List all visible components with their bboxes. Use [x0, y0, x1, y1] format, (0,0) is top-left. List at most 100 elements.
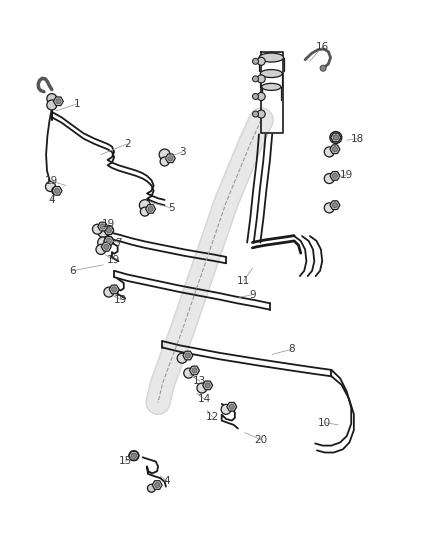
- Circle shape: [104, 287, 113, 297]
- Circle shape: [103, 244, 109, 249]
- Circle shape: [106, 238, 111, 244]
- Circle shape: [197, 383, 206, 393]
- Polygon shape: [53, 97, 63, 106]
- Circle shape: [56, 99, 61, 104]
- Circle shape: [332, 203, 337, 208]
- Circle shape: [100, 224, 105, 229]
- Text: 16: 16: [315, 42, 328, 52]
- Text: 13: 13: [193, 376, 206, 386]
- Circle shape: [160, 157, 169, 166]
- Circle shape: [332, 173, 337, 179]
- Circle shape: [99, 222, 106, 231]
- Text: 6: 6: [69, 266, 76, 276]
- Polygon shape: [183, 351, 192, 360]
- Circle shape: [177, 353, 187, 363]
- Circle shape: [92, 224, 102, 234]
- Polygon shape: [189, 366, 199, 375]
- Polygon shape: [145, 205, 155, 213]
- Circle shape: [252, 111, 258, 117]
- Polygon shape: [104, 237, 113, 245]
- Circle shape: [47, 94, 57, 103]
- Text: 20: 20: [254, 435, 267, 445]
- Text: 14: 14: [197, 394, 210, 403]
- Circle shape: [252, 93, 258, 100]
- Text: 19: 19: [114, 295, 127, 304]
- Circle shape: [131, 453, 136, 458]
- Ellipse shape: [260, 70, 282, 78]
- Text: 7: 7: [115, 238, 122, 247]
- Circle shape: [104, 226, 113, 235]
- Text: 12: 12: [206, 413, 219, 422]
- Circle shape: [332, 135, 338, 140]
- Circle shape: [111, 287, 117, 292]
- Polygon shape: [129, 451, 138, 460]
- Text: 4: 4: [163, 476, 170, 486]
- Polygon shape: [165, 154, 175, 163]
- Text: 1: 1: [73, 99, 80, 109]
- Circle shape: [184, 368, 193, 378]
- Circle shape: [329, 132, 341, 143]
- Circle shape: [148, 206, 153, 212]
- Circle shape: [330, 172, 338, 180]
- Circle shape: [97, 227, 109, 237]
- Text: 9: 9: [248, 290, 255, 300]
- Circle shape: [131, 453, 136, 458]
- Text: 19: 19: [45, 176, 58, 186]
- Circle shape: [257, 75, 265, 83]
- Polygon shape: [226, 402, 236, 411]
- Polygon shape: [329, 145, 339, 154]
- Circle shape: [324, 174, 333, 183]
- Circle shape: [97, 237, 109, 248]
- Circle shape: [139, 200, 150, 211]
- Circle shape: [96, 245, 106, 254]
- Circle shape: [257, 110, 265, 118]
- Circle shape: [106, 228, 111, 233]
- Circle shape: [191, 368, 197, 373]
- Circle shape: [252, 76, 258, 82]
- Circle shape: [330, 145, 338, 154]
- Circle shape: [332, 135, 338, 140]
- Circle shape: [104, 237, 113, 245]
- Text: 3: 3: [178, 147, 185, 157]
- Circle shape: [324, 147, 333, 157]
- Polygon shape: [101, 243, 111, 251]
- Circle shape: [203, 381, 211, 390]
- Polygon shape: [104, 226, 113, 235]
- Circle shape: [229, 404, 234, 409]
- Text: 18: 18: [350, 134, 364, 143]
- Polygon shape: [329, 201, 339, 209]
- Polygon shape: [202, 381, 212, 390]
- Circle shape: [154, 482, 159, 488]
- Text: 10: 10: [318, 418, 331, 427]
- Circle shape: [129, 451, 138, 461]
- Circle shape: [153, 481, 160, 489]
- Polygon shape: [329, 172, 339, 180]
- Circle shape: [47, 100, 57, 110]
- Circle shape: [257, 57, 265, 66]
- Circle shape: [147, 484, 155, 492]
- Text: 8: 8: [288, 344, 295, 354]
- Polygon shape: [52, 187, 62, 195]
- Ellipse shape: [261, 83, 280, 91]
- Text: 19: 19: [102, 219, 115, 229]
- Circle shape: [140, 207, 149, 216]
- Circle shape: [46, 182, 55, 191]
- Circle shape: [184, 351, 191, 360]
- Polygon shape: [109, 285, 119, 294]
- Circle shape: [319, 65, 325, 71]
- Circle shape: [252, 58, 258, 64]
- Circle shape: [185, 353, 190, 358]
- Text: 19: 19: [106, 255, 120, 264]
- Circle shape: [324, 203, 333, 213]
- Text: 5: 5: [167, 203, 174, 213]
- Polygon shape: [330, 133, 340, 142]
- Polygon shape: [129, 451, 138, 460]
- Polygon shape: [98, 222, 107, 231]
- Circle shape: [110, 285, 118, 294]
- Circle shape: [227, 402, 235, 411]
- Text: 19: 19: [339, 170, 353, 180]
- Ellipse shape: [258, 53, 283, 62]
- Circle shape: [52, 187, 60, 195]
- Polygon shape: [152, 481, 162, 489]
- Circle shape: [54, 188, 60, 193]
